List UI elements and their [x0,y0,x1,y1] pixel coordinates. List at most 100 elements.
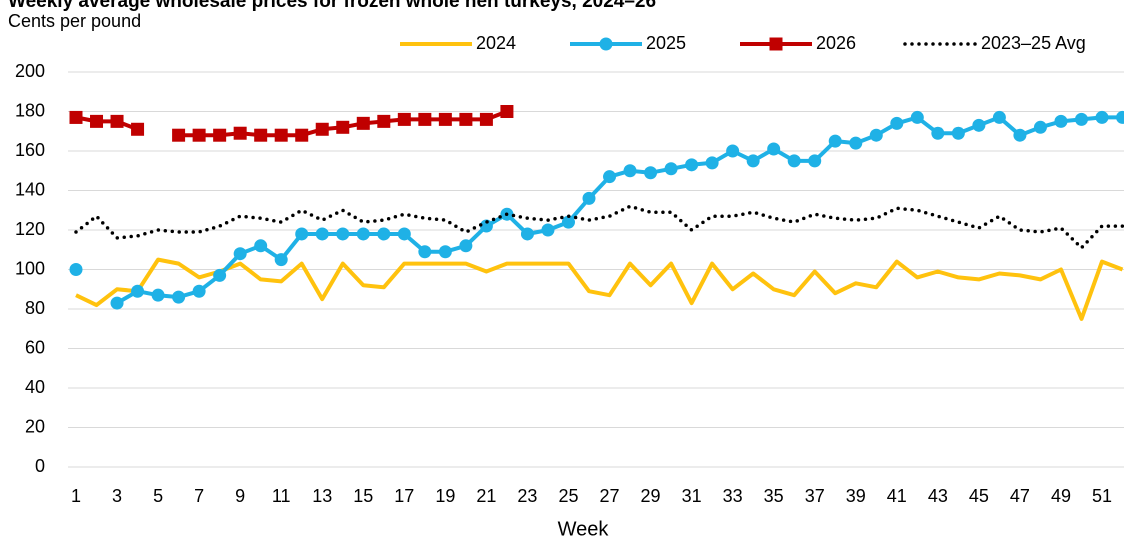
marker [356,227,370,241]
chart-title: Weekly average wholesale prices for froz… [8,0,656,12]
marker [110,296,124,310]
marker [336,120,350,134]
x-tick-label: 19 [435,486,455,506]
x-tick-label: 45 [969,486,989,506]
legend-item: 2025 [570,33,686,53]
y-tick-label: 120 [15,219,45,239]
series [74,204,1124,250]
marker [233,247,247,261]
x-tick-label: 1 [71,486,81,506]
x-tick-label: 23 [517,486,537,506]
y-tick-label: 200 [15,61,45,81]
x-tick-label: 43 [928,486,948,506]
marker [295,128,309,142]
marker [377,114,391,128]
marker [295,227,309,241]
marker [705,156,719,170]
series [69,110,1124,310]
x-tick-label: 37 [805,486,825,506]
legend-item: 2024 [400,33,516,53]
marker [131,122,145,136]
y-tick-label: 140 [15,179,45,199]
legend-label: 2026 [816,33,856,53]
y-tick-label: 80 [25,298,45,318]
marker [623,164,637,178]
series [75,257,1124,321]
marker [746,154,760,168]
y-tick-label: 40 [25,377,45,397]
marker [726,144,740,158]
x-tick-label: 3 [112,486,122,506]
marker [992,110,1006,124]
line [74,204,1124,250]
marker [1033,120,1047,134]
x-tick-label: 5 [153,486,163,506]
marker [767,142,781,156]
y-tick-label: 100 [15,258,45,278]
marker [500,105,514,118]
marker [110,114,124,128]
marker [1116,110,1124,124]
legend-item: 2026 [740,33,856,53]
legend-marker [599,37,613,51]
marker [520,227,534,241]
marker [397,112,411,126]
marker [479,112,493,126]
x-tick-label: 17 [394,486,414,506]
marker [418,245,432,259]
marker [787,154,801,168]
y-axis-label: Cents per pound [8,11,141,31]
line [75,257,1124,321]
marker [890,116,904,130]
marker [274,128,288,142]
marker [664,162,678,176]
legend-item: 2023–25 Avg [903,33,1086,53]
marker [1054,114,1068,128]
x-tick-label: 11 [272,486,291,506]
marker [849,136,863,150]
x-tick-label: 51 [1092,486,1112,506]
marker [910,110,924,124]
marker [90,114,104,128]
line [115,115,1123,305]
x-tick-label: 21 [476,486,496,506]
legend-label: 2024 [476,33,516,53]
x-tick-label: 15 [353,486,373,506]
x-tick-label: 13 [312,486,332,506]
marker [172,128,186,142]
marker [233,126,247,140]
marker [1013,128,1027,142]
marker [192,284,206,298]
x-tick-label: 33 [723,486,743,506]
marker [479,219,493,233]
marker [213,128,227,142]
y-tick-label: 0 [35,456,45,476]
marker [459,239,473,253]
y-tick-label: 180 [15,100,45,120]
marker [603,170,617,184]
y-tick-label: 20 [25,416,45,436]
x-tick-label: 47 [1010,486,1030,506]
marker [541,223,555,237]
marker [192,128,206,142]
y-tick-label: 60 [25,337,45,357]
marker [172,290,186,304]
x-tick-label: 49 [1051,486,1071,506]
x-tick-label: 39 [846,486,866,506]
marker [69,263,83,276]
legend-marker [769,37,783,51]
marker [315,227,329,241]
marker [254,128,268,142]
marker [972,118,986,132]
marker [438,245,452,259]
x-tick-label: 27 [600,486,620,506]
marker [438,112,452,126]
marker [213,268,227,282]
marker [397,227,411,241]
marker [931,126,945,140]
marker [254,239,268,253]
marker [459,112,473,126]
marker [151,288,165,302]
